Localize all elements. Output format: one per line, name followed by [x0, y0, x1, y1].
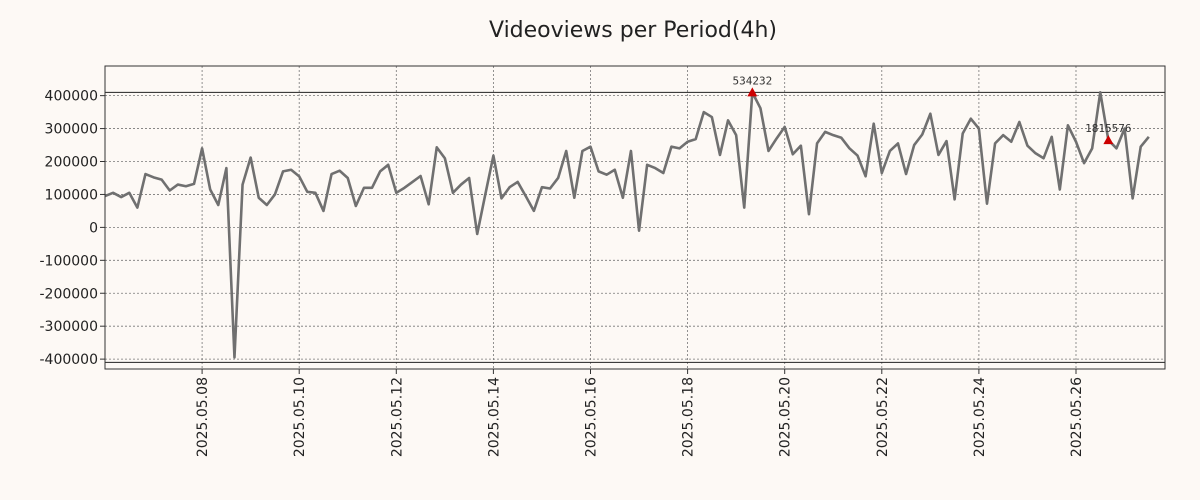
plot-area	[104, 65, 1166, 370]
x-tick-label: 2025.05.22	[875, 377, 891, 457]
y-tick-label: 100000	[45, 187, 98, 203]
x-tick-label: 2025.05.12	[389, 377, 405, 457]
y-axis: 400000 300000 200000 100000 0 -100000 -200000 -…	[40, 89, 105, 368]
peak-label: 1815576	[1085, 122, 1131, 135]
y-tick-label: 300000	[45, 122, 98, 138]
peak-label: 534232	[732, 74, 772, 87]
x-tick-label: 2025.05.18	[681, 377, 697, 457]
peak-marker	[747, 87, 758, 97]
series-layer	[104, 91, 1150, 359]
x-tick-label: 2025.05.10	[292, 377, 308, 457]
x-axis: 2025.05.08 2025.05.10 2025.05.12 2025.05.14…	[195, 369, 1085, 457]
y-tick-label: 0	[89, 220, 98, 236]
x-tick-label: 2025.05.16	[583, 377, 599, 457]
y-tick-label: -400000	[40, 352, 99, 368]
series-line	[104, 91, 1150, 359]
y-tick-label: 400000	[45, 89, 98, 105]
annotation-layer: 534232 1815576	[732, 74, 1132, 145]
chart-title: Videoviews per Period(4h)	[489, 18, 777, 43]
x-tick-label: 2025.05.26	[1069, 377, 1085, 457]
x-tick-label: 2025.05.14	[486, 377, 502, 457]
grid-layer	[105, 66, 1165, 369]
y-tick-label: -300000	[40, 319, 99, 335]
y-tick-label: -200000	[40, 286, 99, 302]
y-tick-label: -100000	[40, 253, 99, 269]
x-tick-label: 2025.05.20	[778, 377, 794, 457]
x-tick-label: 2025.05.24	[972, 377, 988, 457]
peak-marker	[1103, 135, 1114, 145]
y-tick-label: 200000	[45, 155, 98, 171]
x-tick-label: 2025.05.08	[195, 377, 211, 457]
